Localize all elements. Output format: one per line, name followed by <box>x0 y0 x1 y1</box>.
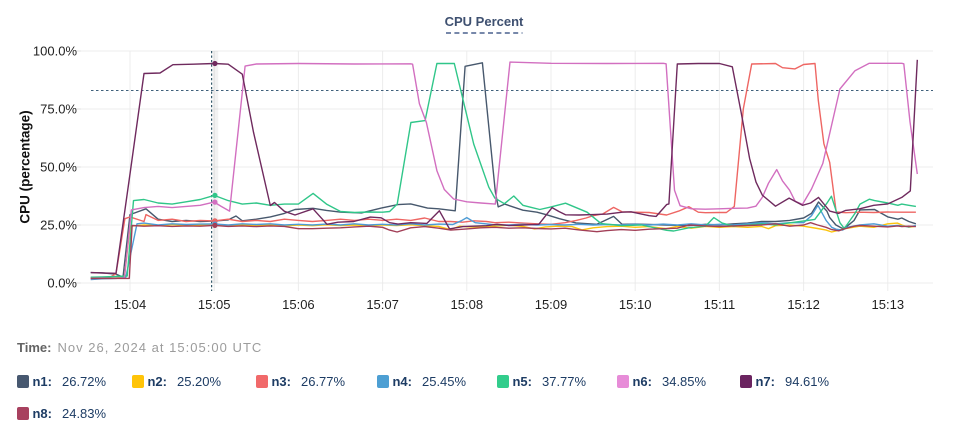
svg-text:100.0%: 100.0% <box>33 43 78 58</box>
svg-text:0.0%: 0.0% <box>47 275 77 290</box>
svg-text:15:06: 15:06 <box>282 297 315 312</box>
svg-text:15:07: 15:07 <box>366 297 399 312</box>
svg-text:15:10: 15:10 <box>619 297 652 312</box>
svg-text:25.0%: 25.0% <box>40 217 77 232</box>
svg-text:15:08: 15:08 <box>451 297 484 312</box>
svg-text:15:05: 15:05 <box>198 297 231 312</box>
svg-text:15:09: 15:09 <box>535 297 568 312</box>
svg-text:15:13: 15:13 <box>872 297 905 312</box>
svg-text:75.0%: 75.0% <box>40 101 77 116</box>
svg-text:15:04: 15:04 <box>114 297 147 312</box>
svg-text:15:11: 15:11 <box>704 297 736 312</box>
svg-text:50.0%: 50.0% <box>40 159 77 174</box>
svg-text:15:12: 15:12 <box>787 297 820 312</box>
svg-text:CPU (percentage): CPU (percentage) <box>18 110 33 223</box>
